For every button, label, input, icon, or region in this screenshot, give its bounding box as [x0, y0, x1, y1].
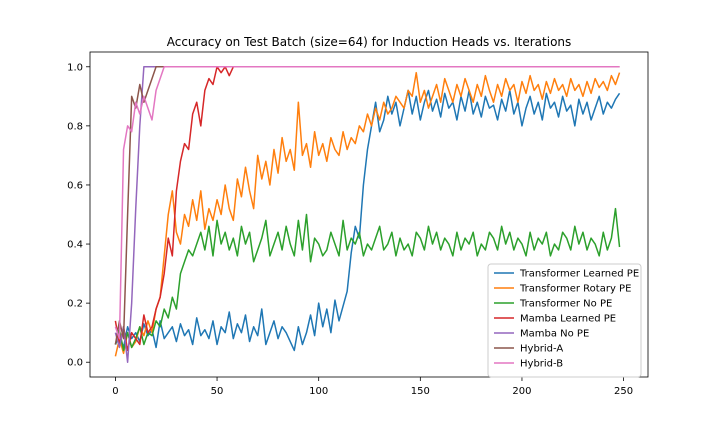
- series-line-6: [114, 66, 620, 340]
- x-tick-label: 200: [512, 386, 531, 397]
- x-axis: 0 50 100 150 200 250: [112, 377, 633, 397]
- x-tick-label: 50: [211, 386, 224, 397]
- legend-box: [487, 263, 642, 378]
- x-tick-label: 150: [411, 386, 430, 397]
- series-line-0: [114, 89, 621, 352]
- y-tick-label: 0.8: [67, 121, 83, 132]
- legend-label: Transformer Rotary PE: [519, 284, 631, 295]
- x-tick-label: 100: [309, 386, 328, 397]
- y-axis: 0.0 0.2 0.4 0.6 0.8 1.0: [67, 62, 90, 369]
- series-line-2: [114, 207, 621, 352]
- legend-label: Transformer Learned PE: [519, 269, 639, 280]
- y-tick-label: 0.6: [67, 180, 83, 191]
- legend-label: Mamba Learned PE: [520, 314, 616, 325]
- legend-label: Transformer No PE: [519, 299, 612, 310]
- x-tick-label: 250: [614, 386, 633, 397]
- legend-label: Hybrid-A: [520, 344, 563, 355]
- chart-title: Accuracy on Test Batch (size=64) for Ind…: [167, 35, 572, 49]
- series-line-1: [114, 71, 621, 357]
- y-tick-label: 1.0: [67, 62, 83, 73]
- y-tick-label: 0.4: [67, 240, 83, 251]
- x-tick-label: 0: [112, 386, 118, 397]
- y-tick-label: 0.2: [67, 299, 83, 310]
- legend: Transformer Learned PE Transformer Rotary…: [487, 263, 642, 378]
- y-tick-label: 0.0: [67, 358, 83, 369]
- legend-label: Hybrid-B: [520, 359, 563, 370]
- plot-frame: [89, 51, 649, 378]
- legend-label: Mamba No PE: [520, 329, 589, 340]
- series-lines: [114, 66, 621, 363]
